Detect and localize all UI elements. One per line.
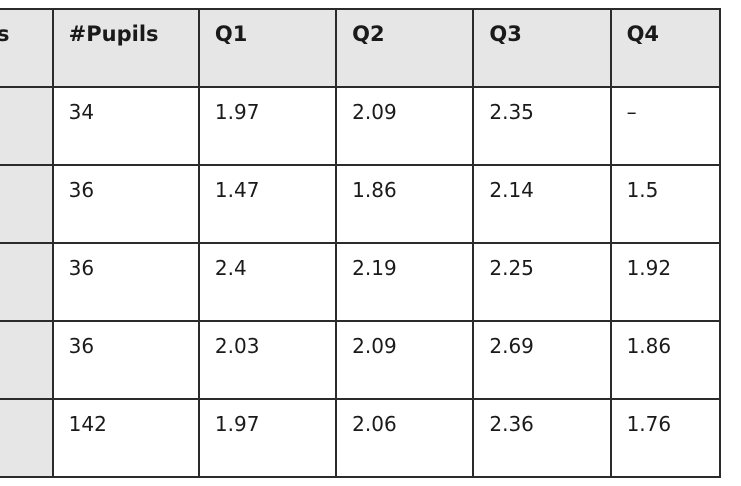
column-header-first: s (0, 8, 54, 88)
pupils-cell: 34 (51, 86, 200, 166)
column-header-q1: Q1 (197, 8, 338, 88)
row-label-cell (0, 398, 54, 478)
row-label-cell (0, 86, 54, 166)
pupils-scores-table: s #Pupils Q1 Q2 Q3 Q4 34 1.97 2.09 2.35 … (0, 8, 722, 478)
q1-cell: 2.03 (197, 320, 338, 400)
q3-cell: 2.25 (472, 242, 612, 322)
column-header-pupils: #Pupils (51, 8, 200, 88)
q3-cell: 2.69 (472, 320, 612, 400)
row-label-cell (0, 242, 54, 322)
q1-cell: 1.97 (197, 398, 338, 478)
header-row: s #Pupils Q1 Q2 Q3 Q4 (0, 8, 722, 88)
table-row: 36 1.47 1.86 2.14 1.5 (0, 164, 722, 244)
q1-cell: 1.47 (197, 164, 338, 244)
q2-cell: 2.09 (335, 86, 475, 166)
q4-cell: – (609, 86, 722, 166)
column-header-q4: Q4 (609, 8, 722, 88)
q3-cell: 2.35 (472, 86, 612, 166)
pupils-cell: 142 (51, 398, 200, 478)
q4-cell: 1.86 (609, 320, 722, 400)
pupils-cell: 36 (51, 320, 200, 400)
pupils-cell: 36 (51, 164, 200, 244)
q3-cell: 2.36 (472, 398, 612, 478)
q4-cell: 1.76 (609, 398, 722, 478)
pupils-cell: 36 (51, 242, 200, 322)
table-row: 142 1.97 2.06 2.36 1.76 (0, 398, 722, 478)
row-label-cell (0, 164, 54, 244)
q1-cell: 2.4 (197, 242, 338, 322)
q4-cell: 1.5 (609, 164, 722, 244)
table-row: 34 1.97 2.09 2.35 – (0, 86, 722, 166)
row-label-cell (0, 320, 54, 400)
q4-cell: 1.92 (609, 242, 722, 322)
q2-cell: 2.06 (335, 398, 475, 478)
q2-cell: 2.19 (335, 242, 475, 322)
q3-cell: 2.14 (472, 164, 612, 244)
q1-cell: 1.97 (197, 86, 338, 166)
column-header-q3: Q3 (472, 8, 612, 88)
q2-cell: 1.86 (335, 164, 475, 244)
q2-cell: 2.09 (335, 320, 475, 400)
table-row: 36 2.4 2.19 2.25 1.92 (0, 242, 722, 322)
table-row: 36 2.03 2.09 2.69 1.86 (0, 320, 722, 400)
column-header-q2: Q2 (335, 8, 475, 88)
